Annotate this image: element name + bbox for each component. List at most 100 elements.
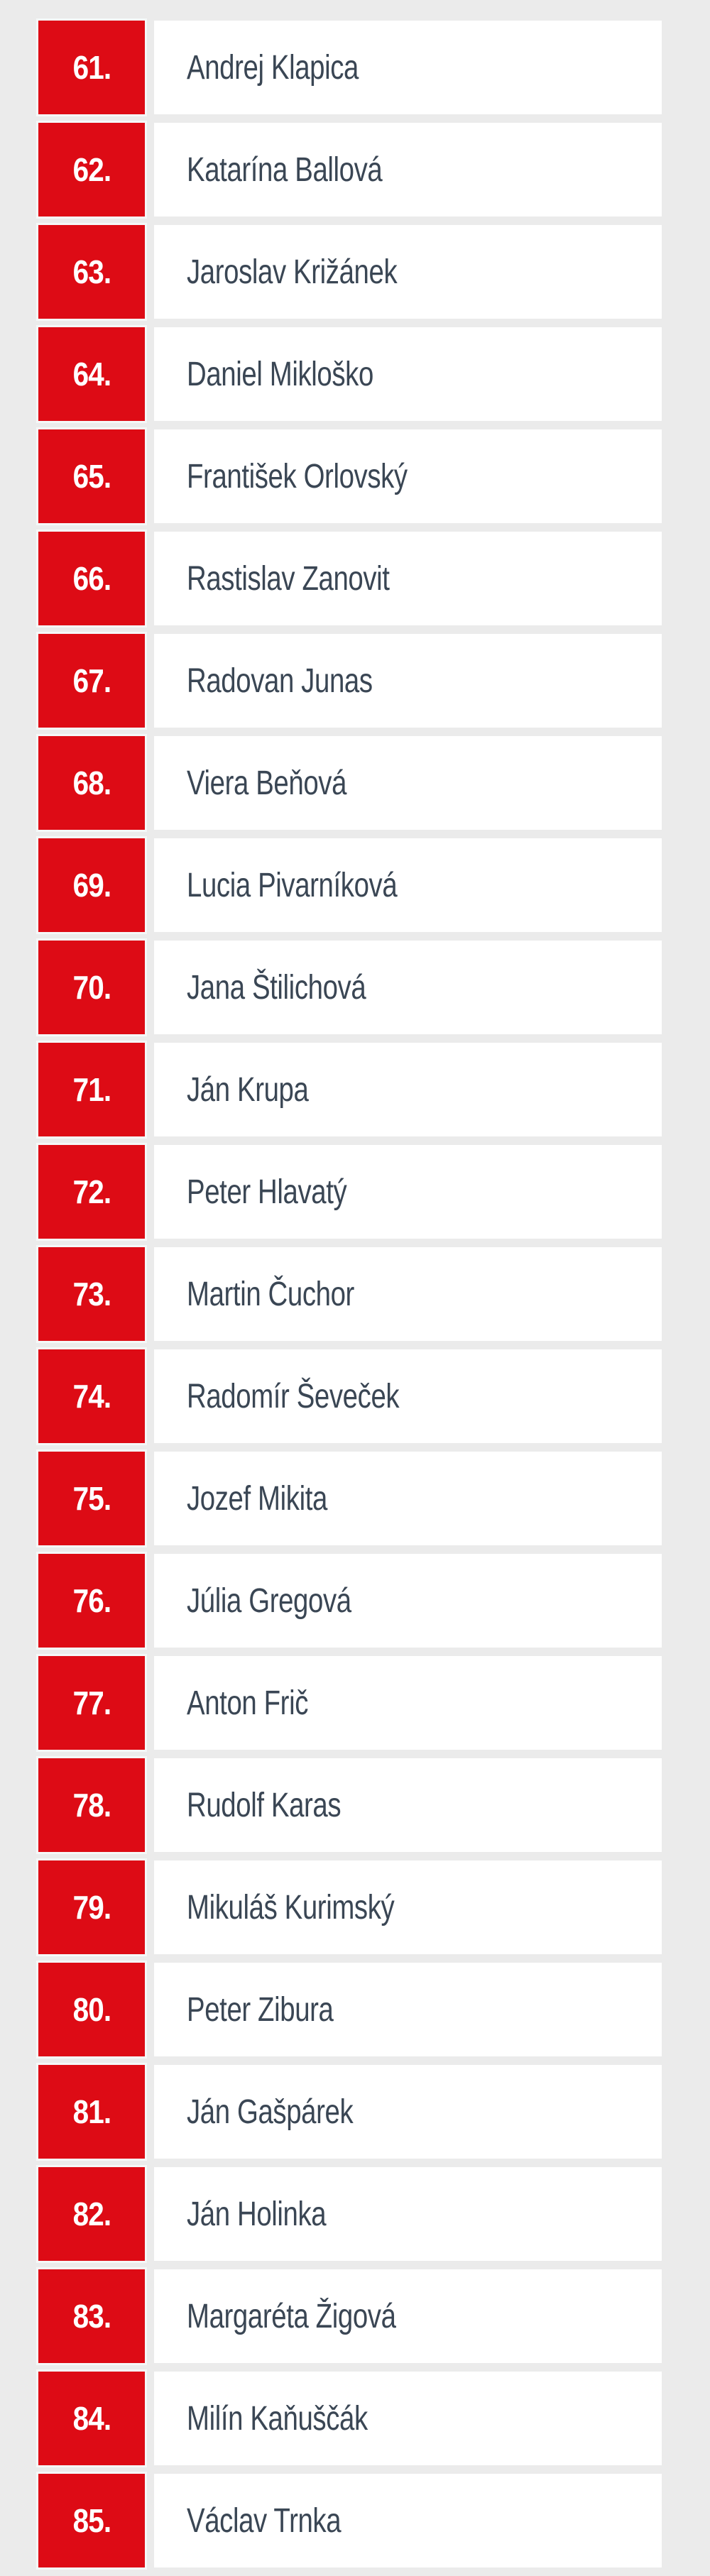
rank-number: 82. bbox=[72, 2196, 111, 2232]
name-box: Anton Frič bbox=[154, 1656, 662, 1750]
name-box: Rudolf Karas bbox=[154, 1758, 662, 1852]
candidate-name: Martin Čuchor bbox=[187, 1275, 354, 1313]
rank-number: 63. bbox=[72, 253, 111, 290]
rank-badge: 84. bbox=[38, 2372, 145, 2465]
rank-badge: 64. bbox=[38, 327, 145, 421]
candidate-name: Katarína Ballová bbox=[187, 150, 383, 189]
rank-number: 72. bbox=[72, 1173, 111, 1210]
name-box: Jozef Mikita bbox=[154, 1452, 662, 1545]
name-box: Lucia Pivarníková bbox=[154, 838, 662, 932]
list-item: 73. Martin Čuchor bbox=[38, 1247, 710, 1341]
rank-number: 74. bbox=[72, 1378, 111, 1415]
rank-badge: 69. bbox=[38, 838, 145, 932]
candidate-name: Lucia Pivarníková bbox=[187, 866, 398, 904]
rank-number: 76. bbox=[72, 1582, 111, 1619]
rank-badge: 82. bbox=[38, 2167, 145, 2261]
rank-number: 77. bbox=[72, 1684, 111, 1721]
rank-number: 71. bbox=[72, 1071, 111, 1108]
candidate-name: Ján Holinka bbox=[187, 2195, 327, 2233]
candidate-name: Milín Kaňuščák bbox=[187, 2399, 368, 2438]
candidate-name: Václav Trnka bbox=[187, 2501, 342, 2540]
rank-badge: 78. bbox=[38, 1758, 145, 1852]
list-item: 80. Peter Zibura bbox=[38, 1963, 710, 2056]
rank-badge: 72. bbox=[38, 1145, 145, 1239]
name-box: Martin Čuchor bbox=[154, 1247, 662, 1341]
candidate-name: Jana Štilichová bbox=[187, 968, 366, 1007]
name-box: Daniel Mikloško bbox=[154, 327, 662, 421]
name-box: Milín Kaňuščák bbox=[154, 2372, 662, 2465]
rank-number: 70. bbox=[72, 969, 111, 1006]
candidate-name: Margaréta Žigová bbox=[187, 2297, 396, 2335]
list-item: 62. Katarína Ballová bbox=[38, 123, 710, 217]
name-box: Jaroslav Križánek bbox=[154, 225, 662, 319]
list-item: 74. Radomír Ševeček bbox=[38, 1349, 710, 1443]
rank-badge: 62. bbox=[38, 123, 145, 217]
candidate-name: Peter Hlavatý bbox=[187, 1173, 347, 1211]
rank-badge: 75. bbox=[38, 1452, 145, 1545]
name-box: Ján Holinka bbox=[154, 2167, 662, 2261]
name-box: Mikuláš Kurimský bbox=[154, 1860, 662, 1954]
rank-number: 81. bbox=[72, 2093, 111, 2130]
list-item: 77. Anton Frič bbox=[38, 1656, 710, 1750]
list-item: 68. Viera Beňová bbox=[38, 736, 710, 830]
rank-badge: 70. bbox=[38, 941, 145, 1034]
rank-badge: 77. bbox=[38, 1656, 145, 1750]
list-item: 61. Andrej Klapica bbox=[38, 21, 710, 114]
list-item: 81. Ján Gašpárek bbox=[38, 2065, 710, 2159]
name-box: Ján Krupa bbox=[154, 1043, 662, 1136]
rank-badge: 85. bbox=[38, 2474, 145, 2567]
rank-number: 75. bbox=[72, 1480, 111, 1517]
candidate-name: Viera Beňová bbox=[187, 764, 347, 802]
candidate-name: Mikuláš Kurimský bbox=[187, 1888, 395, 1926]
list-item: 82. Ján Holinka bbox=[38, 2167, 710, 2261]
rank-number: 73. bbox=[72, 1276, 111, 1312]
name-box: Viera Beňová bbox=[154, 736, 662, 830]
rank-number: 67. bbox=[72, 662, 111, 699]
rank-badge: 61. bbox=[38, 21, 145, 114]
name-box: Peter Hlavatý bbox=[154, 1145, 662, 1239]
rank-number: 62. bbox=[72, 151, 111, 188]
rank-number: 80. bbox=[72, 1991, 111, 2028]
name-box: Radovan Junas bbox=[154, 634, 662, 728]
candidate-name: Ján Gašpárek bbox=[187, 2093, 354, 2131]
list-item: 85. Václav Trnka bbox=[38, 2474, 710, 2567]
candidate-name: Rastislav Zanovit bbox=[187, 559, 390, 598]
rank-badge: 83. bbox=[38, 2269, 145, 2363]
list-item: 70. Jana Štilichová bbox=[38, 941, 710, 1034]
name-box: Radomír Ševeček bbox=[154, 1349, 662, 1443]
name-box: Andrej Klapica bbox=[154, 21, 662, 114]
candidate-name: Júlia Gregová bbox=[187, 1582, 351, 1620]
list-item: 76. Júlia Gregová bbox=[38, 1554, 710, 1648]
candidate-name: Andrej Klapica bbox=[187, 48, 359, 87]
rank-badge: 71. bbox=[38, 1043, 145, 1136]
rank-number: 61. bbox=[72, 49, 111, 86]
list-item: 65. František Orlovský bbox=[38, 429, 710, 523]
rank-badge: 76. bbox=[38, 1554, 145, 1648]
list-item: 75. Jozef Mikita bbox=[38, 1452, 710, 1545]
list-item: 63. Jaroslav Križánek bbox=[38, 225, 710, 319]
list-item: 66. Rastislav Zanovit bbox=[38, 532, 710, 625]
rank-badge: 80. bbox=[38, 1963, 145, 2056]
name-box: Katarína Ballová bbox=[154, 123, 662, 217]
candidate-name: Rudolf Karas bbox=[187, 1786, 342, 1824]
rank-number: 69. bbox=[72, 867, 111, 904]
rank-badge: 63. bbox=[38, 225, 145, 319]
name-box: Rastislav Zanovit bbox=[154, 532, 662, 625]
candidate-name: Radovan Junas bbox=[187, 662, 373, 700]
candidate-name: Anton Frič bbox=[187, 1684, 308, 1722]
rank-number: 79. bbox=[72, 1889, 111, 1926]
rank-number: 65. bbox=[72, 458, 111, 495]
candidate-name: Peter Zibura bbox=[187, 1990, 334, 2029]
list-item: 67. Radovan Junas bbox=[38, 634, 710, 728]
rank-number: 78. bbox=[72, 1787, 111, 1824]
rank-number: 64. bbox=[72, 356, 111, 393]
list-item: 69. Lucia Pivarníková bbox=[38, 838, 710, 932]
rank-number: 83. bbox=[72, 2298, 111, 2335]
rank-badge: 73. bbox=[38, 1247, 145, 1341]
candidate-name: Ján Krupa bbox=[187, 1070, 309, 1109]
name-box: Václav Trnka bbox=[154, 2474, 662, 2567]
name-box: Ján Gašpárek bbox=[154, 2065, 662, 2159]
list-item: 84. Milín Kaňuščák bbox=[38, 2372, 710, 2465]
name-box: Jana Štilichová bbox=[154, 941, 662, 1034]
